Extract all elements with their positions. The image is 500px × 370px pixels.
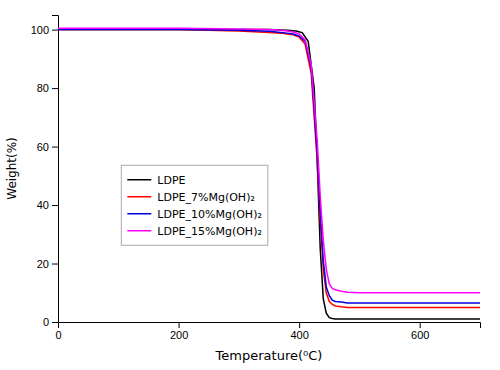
y-axis-title: Weight(%) <box>5 137 19 200</box>
tick: 100 <box>31 24 58 36</box>
legend-swatch <box>127 196 151 198</box>
legend-frame <box>121 165 268 245</box>
series-line <box>58 30 480 303</box>
legend-label: LDPE_15%Mg(OH)₂ <box>157 225 262 238</box>
y-axis: 0 20 40 60 80 100 <box>31 16 59 329</box>
series-line <box>58 30 480 308</box>
tick: 40 <box>37 199 58 211</box>
tick-mark <box>52 147 58 148</box>
tick-mark <box>52 88 58 89</box>
tick-label: 0 <box>43 316 49 328</box>
x-axis-title: Temperature(⁰C) <box>215 348 323 363</box>
tick-mark <box>420 322 421 328</box>
tick: 80 <box>37 82 58 94</box>
tick-label: 20 <box>37 258 49 270</box>
tick: 400 <box>290 322 308 341</box>
axis-line <box>52 16 59 323</box>
tick: 20 <box>37 258 58 270</box>
tick-mark <box>52 30 58 31</box>
tick-mark <box>52 205 58 206</box>
axis-line <box>59 323 481 329</box>
tick: 600 <box>411 322 429 341</box>
plot: 0 200 400 600 0 20 40 60 80 100 Temperature(⁰C) Wei… <box>5 16 481 364</box>
tick-label: 600 <box>411 329 429 341</box>
x-axis: 0 200 400 600 <box>55 322 480 341</box>
legend: LDPE LDPE_7%Mg(OH)₂ LDPE_10%Mg(OH)₂ LDPE_15… <box>121 165 268 245</box>
tick-label: 40 <box>37 199 49 211</box>
tick: 0 <box>55 322 61 341</box>
legend-swatch <box>127 213 151 215</box>
tick-label: 200 <box>170 329 188 341</box>
legend-label: LDPE <box>157 174 185 187</box>
tick-label: 0 <box>55 329 61 341</box>
legend-label: LDPE_7%Mg(OH)₂ <box>157 191 255 204</box>
tick-mark <box>52 322 58 323</box>
tick-mark <box>179 322 180 328</box>
tick-mark <box>52 264 58 265</box>
tick: 200 <box>170 322 188 341</box>
tick: 60 <box>37 141 58 153</box>
tick-mark <box>299 322 300 328</box>
legend-label: LDPE_10%Mg(OH)₂ <box>157 208 262 221</box>
series-line <box>58 30 480 319</box>
chart: 0 200 400 600 0 20 40 60 80 100 Temperature(⁰C) Wei… <box>0 0 500 370</box>
lines <box>58 28 480 319</box>
tick-label: 400 <box>290 329 308 341</box>
legend-swatch <box>127 179 151 181</box>
tick-label: 100 <box>31 24 49 36</box>
tick: 0 <box>43 316 58 328</box>
tick-label: 80 <box>37 82 49 94</box>
tick-label: 60 <box>37 141 49 153</box>
legend-swatch <box>127 230 151 232</box>
series-line <box>58 28 480 293</box>
